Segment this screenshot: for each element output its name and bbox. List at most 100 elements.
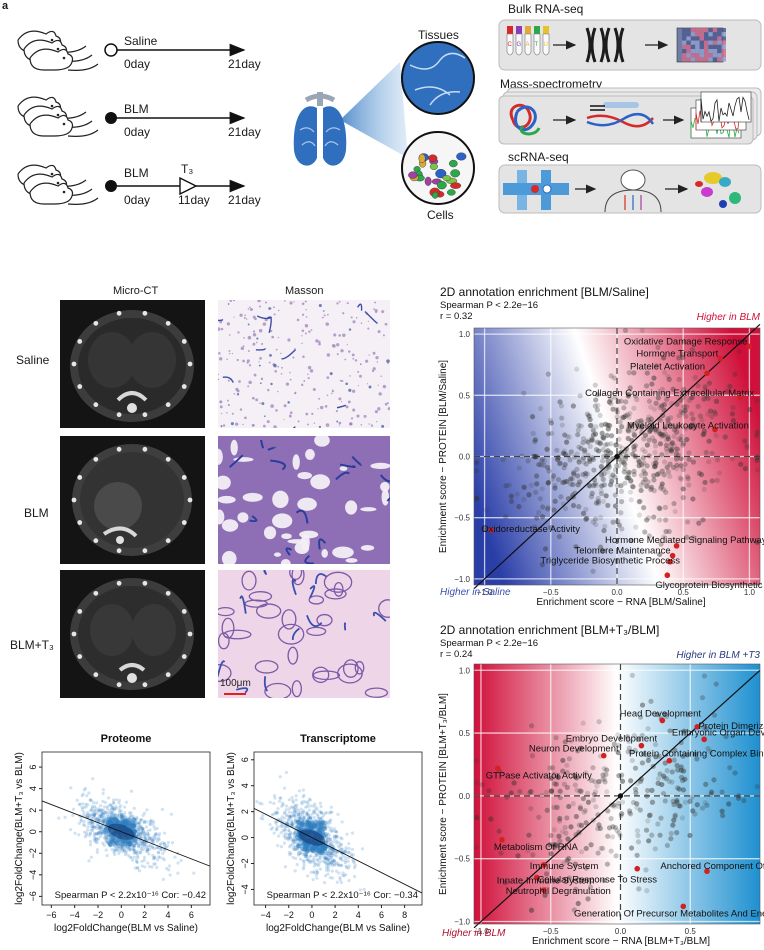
data-point <box>326 862 330 866</box>
collagen-fiber <box>263 570 267 575</box>
data-point <box>673 456 680 462</box>
data-point <box>316 827 322 832</box>
chart-title: Proteome <box>101 733 152 745</box>
data-point <box>699 695 706 701</box>
data-point <box>327 861 332 865</box>
data-point <box>358 888 362 892</box>
data-point <box>647 428 653 435</box>
data-point <box>145 820 149 824</box>
data-point <box>99 809 104 813</box>
data-point <box>306 820 311 824</box>
data-point <box>330 848 335 852</box>
data-point <box>618 398 624 404</box>
data-point <box>321 844 327 849</box>
data-point <box>145 833 150 837</box>
data-point <box>311 824 317 830</box>
tube-body <box>506 33 514 56</box>
heatmap-cell <box>690 40 696 45</box>
data-point <box>103 829 107 833</box>
data-point <box>328 875 332 880</box>
tissue-fiber <box>294 392 296 395</box>
data-point <box>334 854 339 858</box>
tissue-fiber <box>294 347 296 350</box>
data-point <box>161 851 165 856</box>
data-point <box>294 838 298 842</box>
data-point <box>741 798 747 804</box>
data-point <box>647 427 653 433</box>
data-point <box>347 850 351 854</box>
data-point <box>315 868 319 873</box>
mouse-eye <box>62 122 66 126</box>
data-point <box>338 875 342 880</box>
rib-bone <box>187 361 193 367</box>
data-point <box>277 834 281 838</box>
data-point <box>653 400 659 406</box>
data-point <box>570 801 576 807</box>
data-point <box>706 380 713 386</box>
data-point <box>303 854 307 858</box>
alveolar-space <box>218 475 231 490</box>
data-point <box>272 831 276 835</box>
data-point <box>270 813 274 817</box>
data-point <box>582 449 588 455</box>
data-point <box>105 804 109 809</box>
data-point <box>328 811 332 815</box>
data-point <box>632 765 639 771</box>
tissue-fiber <box>258 329 263 333</box>
data-point <box>309 804 313 808</box>
data-point <box>258 801 262 805</box>
data-point <box>532 437 538 443</box>
data-point <box>754 398 760 404</box>
data-point <box>294 817 298 821</box>
data-point <box>339 856 343 860</box>
data-point <box>109 814 113 818</box>
tissue-fiber <box>325 322 330 326</box>
highlight-label: Cellular Response To Stress <box>537 875 657 886</box>
data-point <box>261 817 265 821</box>
data-point <box>313 846 319 852</box>
data-point <box>299 816 303 820</box>
data-point <box>316 812 320 817</box>
data-point <box>285 832 290 836</box>
data-point <box>304 852 309 856</box>
data-point <box>315 847 321 853</box>
data-point <box>328 821 332 825</box>
tissue-fiber <box>305 309 307 311</box>
tissue-fiber <box>340 349 344 353</box>
data-point <box>564 478 570 485</box>
data-point <box>655 775 662 782</box>
data-point <box>562 739 568 745</box>
data-point <box>545 480 551 486</box>
tissue-circle <box>401 41 475 115</box>
highlight-label: Hormone Mediated Signaling Pathway <box>605 535 764 546</box>
data-point <box>125 840 130 846</box>
data-point <box>334 834 338 838</box>
data-point <box>605 448 611 454</box>
tissue-fiber <box>367 320 369 323</box>
data-point <box>286 838 291 842</box>
data-point <box>325 820 329 824</box>
data-point <box>588 777 595 783</box>
data-point <box>619 424 625 430</box>
data-point <box>105 821 111 826</box>
data-point <box>329 847 333 852</box>
data-point <box>658 541 664 547</box>
data-point <box>306 847 312 853</box>
data-point <box>663 714 670 720</box>
data-point <box>638 418 644 424</box>
data-point <box>528 723 535 729</box>
data-point <box>654 471 660 478</box>
data-point <box>116 844 120 849</box>
data-point <box>648 419 654 425</box>
data-point <box>692 811 698 817</box>
data-point <box>103 819 107 823</box>
data-point <box>292 813 296 817</box>
data-point <box>124 815 128 819</box>
data-point <box>646 838 652 844</box>
data-point <box>617 428 623 434</box>
data-point <box>327 853 332 858</box>
data-point <box>643 827 650 833</box>
data-point <box>103 811 107 816</box>
data-point <box>305 819 310 823</box>
data-point <box>101 791 105 796</box>
